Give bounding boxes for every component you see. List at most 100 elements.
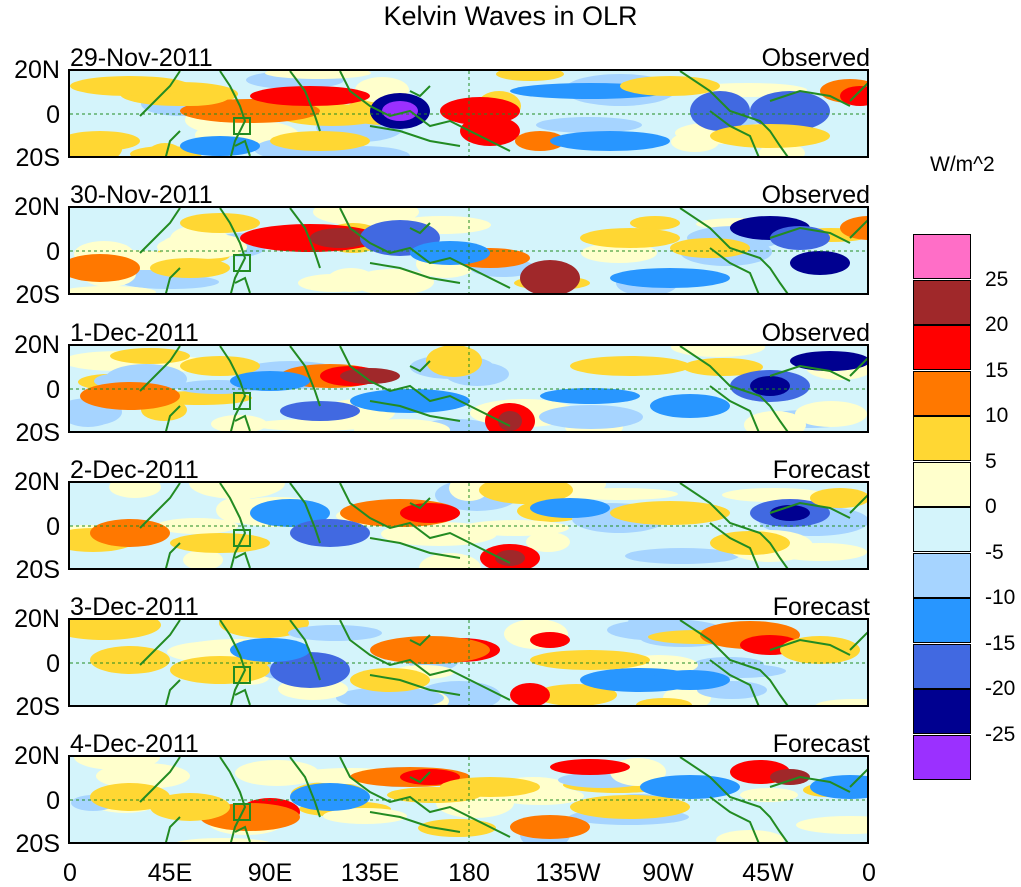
coastline bbox=[709, 659, 760, 705]
coastline bbox=[289, 71, 321, 132]
coastline bbox=[339, 346, 511, 427]
region-box bbox=[233, 117, 251, 135]
panel-date: 4-Dec-2011 bbox=[70, 730, 199, 758]
legend-swatch bbox=[913, 689, 971, 734]
legend-swatch bbox=[913, 507, 971, 552]
legend-units: W/m^2 bbox=[930, 153, 995, 176]
anomaly-blob bbox=[230, 371, 310, 391]
coastline bbox=[289, 757, 321, 818]
coastline bbox=[165, 679, 181, 705]
anomaly-blob bbox=[250, 86, 370, 106]
coastline bbox=[409, 85, 431, 98]
coastline bbox=[339, 620, 511, 701]
legend-swatch bbox=[913, 370, 971, 416]
coastline bbox=[769, 501, 851, 519]
anomaly-patch bbox=[636, 698, 692, 705]
longitude-label: 135W bbox=[535, 859, 601, 887]
anomaly-patch bbox=[419, 553, 481, 568]
anomaly-blob bbox=[290, 519, 370, 547]
anomaly-patch bbox=[536, 117, 642, 133]
anomaly-blob bbox=[90, 519, 170, 547]
longitude-label: 45E bbox=[147, 859, 193, 887]
anomaly-blob bbox=[515, 131, 565, 151]
olr-map bbox=[68, 481, 869, 570]
coastline bbox=[139, 757, 247, 842]
anomaly-patch bbox=[211, 415, 267, 431]
coastline bbox=[709, 796, 760, 842]
anomaly-blob bbox=[650, 670, 730, 690]
anomaly-blob bbox=[90, 646, 170, 674]
legend-swatch bbox=[913, 734, 971, 780]
coastline bbox=[769, 226, 851, 244]
legend-label: -10 bbox=[985, 586, 1016, 609]
legend-label: -15 bbox=[985, 631, 1016, 655]
coastline bbox=[234, 688, 251, 705]
coastline bbox=[709, 385, 760, 431]
anomaly-blob bbox=[250, 499, 330, 527]
anomaly-blob bbox=[570, 356, 690, 376]
anomaly-blob bbox=[610, 501, 730, 525]
anomaly-blob bbox=[510, 815, 590, 839]
coastline bbox=[339, 757, 511, 838]
region-box bbox=[233, 392, 251, 410]
anomaly-patch bbox=[722, 488, 826, 502]
olr-map bbox=[68, 344, 869, 433]
latitude-label: 20N bbox=[14, 331, 60, 359]
anomaly-blob bbox=[530, 650, 650, 670]
anomaly-blob bbox=[498, 411, 522, 431]
anomaly-blob bbox=[610, 268, 730, 288]
anomaly-blob bbox=[150, 258, 230, 278]
panel-status: Observed bbox=[761, 44, 870, 72]
anomaly-patch bbox=[815, 699, 867, 705]
legend-label: 10 bbox=[985, 404, 1009, 427]
anomaly-patch bbox=[298, 274, 370, 292]
anomaly-patch bbox=[581, 243, 657, 263]
anomaly-blob bbox=[550, 759, 630, 775]
anomaly-patch bbox=[630, 216, 680, 230]
anomaly-blob bbox=[80, 382, 180, 410]
coastline bbox=[849, 357, 867, 377]
anomaly-patch bbox=[109, 483, 161, 498]
anomaly-patch bbox=[70, 286, 156, 293]
coastline bbox=[139, 620, 247, 705]
legend-swatch bbox=[913, 598, 971, 643]
anomaly-blob bbox=[150, 793, 230, 821]
olr-map bbox=[68, 618, 869, 707]
panel-status: Forecast bbox=[772, 593, 870, 621]
coastline bbox=[139, 208, 247, 293]
anomaly-patch bbox=[461, 520, 569, 536]
anomaly-blob bbox=[510, 683, 550, 705]
latitude-label: 0 bbox=[46, 376, 60, 404]
anomaly-blob bbox=[530, 498, 610, 518]
chart-title: Kelvin Waves in OLR bbox=[383, 1, 638, 31]
coastline bbox=[339, 208, 511, 289]
map-panel: 2-Dec-2011 Forecast 20N 0 20S bbox=[0, 457, 900, 583]
anomaly-blob bbox=[570, 795, 690, 819]
anomaly-patch bbox=[740, 788, 798, 802]
legend-swatch bbox=[913, 552, 971, 598]
coastline bbox=[769, 638, 851, 656]
map-panel: 1-Dec-2011 Observed 20N 0 20S bbox=[0, 320, 900, 446]
coastline bbox=[165, 542, 181, 568]
anomaly-patch bbox=[479, 483, 573, 504]
anomaly-patch bbox=[176, 838, 270, 842]
anomaly-blob bbox=[790, 351, 867, 371]
anomaly-blob bbox=[230, 638, 310, 662]
anomaly-blob bbox=[350, 668, 430, 692]
latitude-label: 20S bbox=[15, 144, 60, 172]
olr-field bbox=[70, 71, 867, 156]
coastline bbox=[234, 414, 251, 431]
coastline bbox=[165, 816, 181, 842]
latitude-label: 20S bbox=[15, 556, 60, 584]
coastline bbox=[139, 483, 247, 568]
coastline bbox=[849, 494, 867, 514]
latitude-label: 0 bbox=[46, 787, 60, 815]
region-box bbox=[233, 803, 251, 821]
anomaly-patch bbox=[744, 411, 806, 431]
anomaly-blob bbox=[340, 368, 400, 384]
anomaly-patch bbox=[96, 763, 190, 789]
longitude-label: 90W bbox=[642, 859, 694, 887]
anomaly-patch bbox=[535, 684, 617, 705]
legend-label: -25 bbox=[985, 722, 1016, 746]
anomaly-blob bbox=[460, 116, 520, 146]
